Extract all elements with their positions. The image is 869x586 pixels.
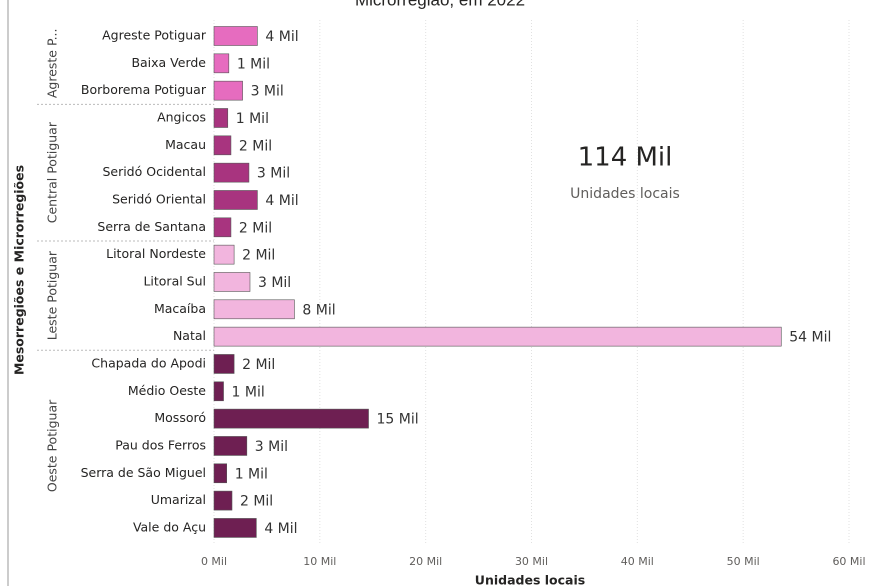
bar <box>213 135 232 156</box>
x-tick-label: 60 Mil <box>832 555 865 568</box>
bar <box>213 299 295 320</box>
value-label: 1 Mil <box>235 466 268 482</box>
bar <box>213 162 250 183</box>
group-label: Central Potiguar <box>45 121 60 223</box>
value-label: 1 Mil <box>232 384 265 400</box>
value-label: 15 Mil <box>377 412 419 428</box>
x-tick-label: 20 Mil <box>409 555 442 568</box>
category-label: Agreste Potiguar <box>102 28 207 43</box>
value-label: 54 Mil <box>789 330 831 346</box>
x-tick-label: 50 Mil <box>727 555 760 568</box>
value-label: 4 Mil <box>265 29 298 45</box>
bar <box>213 490 233 511</box>
category-label: Serra de São Miguel <box>81 465 206 480</box>
category-label: Natal <box>173 328 206 343</box>
bar <box>213 80 243 101</box>
category-label: Pau dos Ferros <box>115 437 206 452</box>
bar <box>213 436 248 456</box>
value-label: 2 Mil <box>242 248 275 264</box>
bar <box>213 518 257 538</box>
category-label: Seridó Oriental <box>112 191 206 206</box>
category-label: Litoral Nordeste <box>106 246 206 261</box>
bar <box>213 108 229 128</box>
category-label: Baixa Verde <box>131 55 206 70</box>
group-label: Oeste Potiguar <box>45 399 60 492</box>
value-label: 4 Mil <box>264 521 297 537</box>
category-label: Mossoró <box>154 410 206 425</box>
value-label: 2 Mil <box>240 494 273 510</box>
category-label: Vale do Açu <box>133 519 206 534</box>
category-label: Umarizal <box>151 492 206 507</box>
bar <box>213 381 224 402</box>
bar <box>213 190 258 210</box>
group-label: Leste Potiguar <box>45 250 60 340</box>
value-label: 3 Mil <box>251 84 284 100</box>
value-label: 3 Mil <box>257 166 290 182</box>
value-label: 2 Mil <box>242 357 275 373</box>
category-label: Médio Oeste <box>128 383 206 398</box>
bar <box>213 217 232 238</box>
y-axis-title: Mesorregiões e Microrregiões <box>12 165 27 375</box>
x-tick-label: 40 Mil <box>621 555 654 568</box>
value-label: 3 Mil <box>255 439 288 455</box>
x-tick-label: 10 Mil <box>303 555 336 568</box>
value-label: 2 Mil <box>239 220 272 236</box>
bar <box>213 244 235 265</box>
bar <box>213 354 235 374</box>
category-label: Chapada do Apodi <box>91 355 206 370</box>
value-label: 1 Mil <box>236 111 269 127</box>
value-label: 1 Mil <box>237 56 270 72</box>
card-label: Unidades locais <box>570 186 680 202</box>
bar <box>213 53 230 74</box>
x-tick-label: 30 Mil <box>515 555 548 568</box>
category-label: Borborema Potiguar <box>81 82 207 97</box>
card-value: 114 Mil <box>578 143 673 173</box>
category-label: Angicos <box>157 109 206 124</box>
category-label: Macaíba <box>154 301 206 316</box>
chart-title: Microrregião, em 2022 <box>355 0 525 9</box>
bar <box>213 463 227 484</box>
x-tick-label: 0 Mil <box>201 555 227 568</box>
category-label: Seridó Ocidental <box>102 164 206 179</box>
category-label: Macau <box>165 137 206 152</box>
x-axis-title: Unidades locais <box>475 573 585 586</box>
category-label: Serra de Santana <box>97 219 206 234</box>
category-label: Litoral Sul <box>143 273 206 288</box>
group-label: Agreste P... <box>45 29 60 99</box>
value-label: 3 Mil <box>258 275 291 291</box>
bar <box>213 26 258 46</box>
bar <box>213 408 369 429</box>
value-label: 2 Mil <box>239 138 272 154</box>
bar <box>213 326 782 347</box>
value-label: 4 Mil <box>265 193 298 209</box>
value-label: 8 Mil <box>302 302 335 318</box>
bar <box>213 272 251 292</box>
